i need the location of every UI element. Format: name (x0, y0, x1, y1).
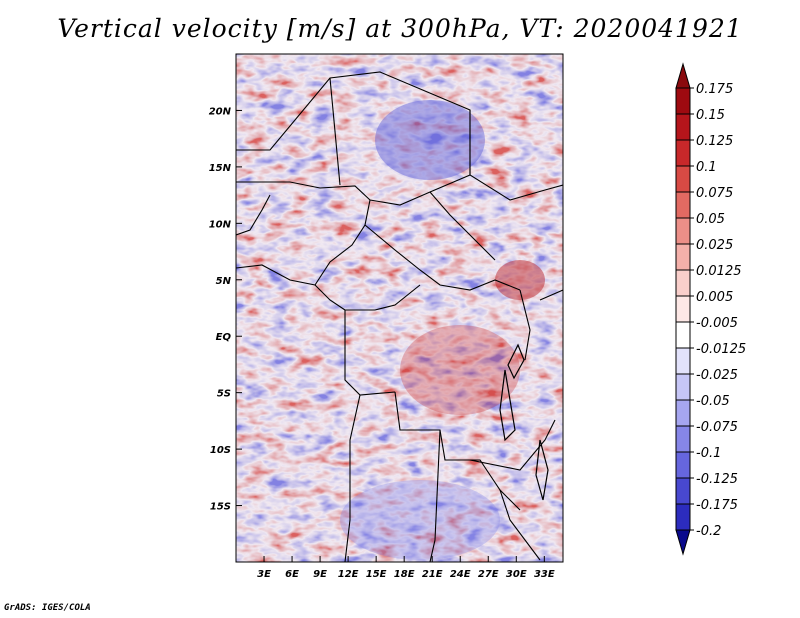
lon-tick-label: 15E (366, 569, 387, 580)
colorbar-label: 0.175 (696, 82, 733, 97)
latitude-axis: 20N 15N 10N 5N EQ 5S 10S 15S (209, 106, 242, 513)
colorbar-label: 0.1 (696, 160, 717, 175)
lake-victoria-area (507, 343, 525, 380)
colorbar-swatch (675, 477, 691, 505)
colorbar-swatch (675, 373, 691, 401)
colorbar-swatch (675, 451, 691, 479)
colorbar-swatch (675, 87, 691, 115)
ascent-region (400, 325, 520, 415)
lon-tick-label: 30E (506, 569, 527, 580)
lat-tick-label: 10N (209, 219, 232, 230)
colorbar-label: 0.025 (696, 238, 733, 253)
colorbar-label: 0.075 (696, 186, 733, 201)
lon-tick-label: 33E (534, 569, 555, 580)
lat-tick-label: 20N (209, 106, 232, 117)
colorbar-label: -0.125 (696, 472, 738, 487)
colorbar-label: -0.05 (696, 394, 730, 409)
lat-tick-label: 5N (216, 276, 232, 287)
colorbar-swatch (675, 503, 691, 531)
lon-tick-label: 27E (478, 569, 499, 580)
descent-region (340, 480, 500, 560)
colorbar-swatch (675, 269, 691, 297)
lat-tick-label: 5S (217, 389, 231, 400)
lon-tick-label: 9E (313, 569, 327, 580)
colorbar-label: -0.1 (696, 446, 721, 461)
colorbar-label: -0.0125 (696, 342, 746, 357)
colorbar-label: 0.125 (696, 134, 733, 149)
colorbar-label: 0.15 (696, 108, 725, 123)
lon-tick-label: 21E (422, 569, 443, 580)
map-frame (235, 53, 564, 563)
colorbar-swatch (675, 139, 691, 167)
map-title: Vertical velocity [m/s] at 300hPa, VT: 2… (57, 14, 743, 43)
lon-tick-label: 6E (285, 569, 299, 580)
lon-tick-label: 3E (257, 569, 271, 580)
colorbar-swatch (675, 113, 691, 141)
colorbar-swatch (675, 425, 691, 453)
colorbar-swatch (675, 243, 691, 271)
colorbar: 0.175 0.15 0.125 0.1 0.075 0.05 0.025 0.0125 0.0… (675, 62, 746, 556)
lake-outlines (499, 343, 549, 501)
lake-malawi (535, 439, 549, 501)
country-borders (236, 71, 563, 562)
colorbar-bottom-triangle (675, 529, 691, 556)
colorbar-swatch (675, 165, 691, 193)
colorbar-swatch (675, 347, 691, 375)
lon-tick-label: 24E (450, 569, 471, 580)
lat-tick-label: EQ (216, 332, 232, 343)
colorbar-top-triangle (675, 62, 691, 89)
lat-tick-label: 10S (210, 445, 231, 456)
lat-tick-label: 15S (210, 502, 231, 513)
colorbar-swatch (675, 191, 691, 219)
strong-ascent-region (495, 260, 545, 300)
strong-descent-region (375, 100, 485, 180)
lat-tick-label: 15N (209, 163, 232, 174)
lake-tanganyika (499, 369, 516, 442)
colorbar-swatch (675, 321, 691, 349)
colorbar-label: -0.025 (696, 368, 738, 383)
longitude-axis: 3E 6E 9E 12E 15E 18E 21E 24E 27E 30E 33E (257, 556, 555, 580)
lon-tick-label: 12E (338, 569, 359, 580)
colorbar-label: -0.175 (696, 498, 738, 513)
lon-tick-label: 18E (394, 569, 415, 580)
colorbar-label: 0.0125 (696, 264, 742, 279)
colorbar-swatch (675, 399, 691, 427)
colorbar-label: 0.05 (696, 212, 725, 227)
colorbar-label: 0.005 (696, 290, 733, 305)
colorbar-swatch (675, 295, 691, 323)
colorbar-swatch (675, 217, 691, 245)
colorbar-label: -0.005 (696, 316, 738, 331)
colorbar-label: -0.075 (696, 420, 738, 435)
velocity-field (236, 54, 563, 562)
footer-credit: GrADS: IGES/COLA (4, 603, 91, 613)
colorbar-label: -0.2 (696, 524, 721, 539)
